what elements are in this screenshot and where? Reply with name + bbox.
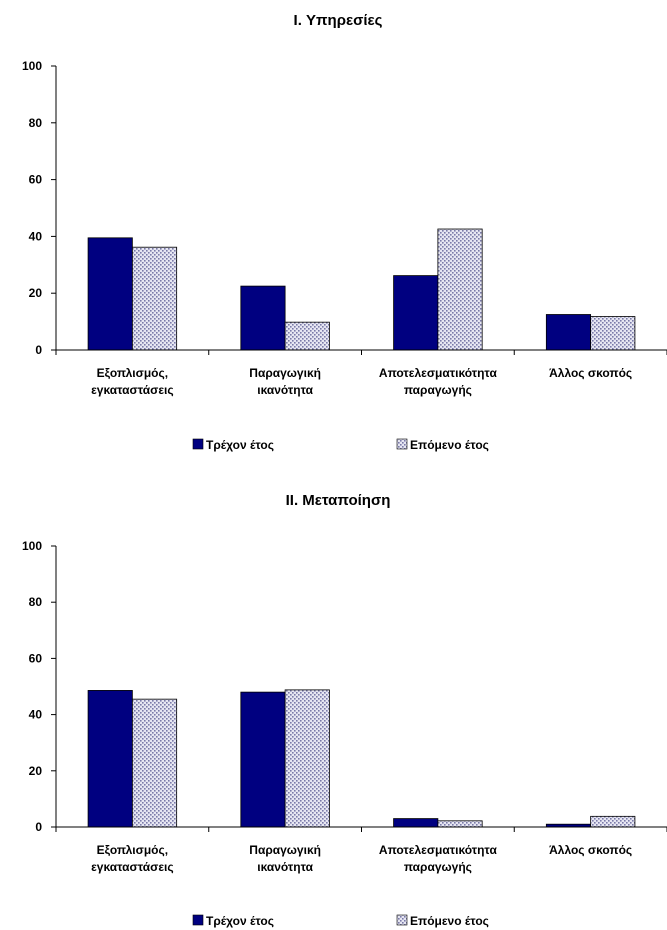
bar-next-year — [131, 246, 178, 351]
y-tick-label: 0 — [35, 343, 42, 357]
x-category-label: Παραγωγική ικανότητα — [249, 366, 321, 397]
x-category-label: Άλλος σκοπός — [549, 366, 632, 380]
x-category-label: Παραγωγική ικανότητα — [249, 843, 321, 874]
bar-next-year — [284, 689, 330, 828]
chart-services: I. Υπηρεσίες 0 20 40 60 80 100 Εξοπλισμός, εγκα… — [22, 12, 667, 452]
legend-label-next: Επόμενο έτος — [410, 438, 489, 452]
chart-title: I. Υπηρεσίες — [294, 12, 383, 29]
x-category-label: Άλλος σκοπός — [549, 843, 632, 857]
legend: Τρέχον έτος Επόμενο έτος — [192, 914, 489, 928]
chart-manufacturing: II. Μεταποίηση 0 20 40 60 80 100 Εξοπλισμός, εγ… — [22, 492, 667, 928]
chart-title: II. Μεταποίηση — [286, 492, 391, 509]
x-category-label: Αποτελεσματικότητα παραγωγής — [379, 843, 498, 874]
x-category-label: Εξοπλισμός, εγκαταστάσεις — [91, 366, 174, 397]
bar-current-year — [240, 691, 286, 828]
y-tick-label: 80 — [29, 595, 43, 609]
y-tick-label: 100 — [22, 59, 42, 73]
y-tick-label: 60 — [29, 173, 43, 187]
bar-next-year — [437, 228, 483, 351]
y-tick-label: 60 — [29, 651, 43, 665]
bar-next-year — [131, 698, 178, 828]
plot-area: 0 20 40 60 80 100 Εξοπλισμός, εγκαταστάσεις Παρα… — [22, 539, 667, 874]
y-tick-label: 40 — [29, 229, 43, 243]
y-tick-label: 20 — [29, 286, 43, 300]
bar-next-year — [284, 321, 330, 351]
y-tick-label: 80 — [29, 116, 43, 130]
bar-current-year — [393, 275, 439, 351]
x-category-label: Εξοπλισμός, εγκαταστάσεις — [91, 843, 174, 874]
bar-current-year — [240, 285, 286, 351]
legend: Τρέχον έτος Επόμενο έτος — [192, 438, 489, 452]
bar-next-year — [590, 316, 636, 351]
y-tick-label: 20 — [29, 764, 43, 778]
bar-next-year — [437, 820, 483, 828]
legend-swatch-next — [396, 914, 408, 926]
y-tick-label: 40 — [29, 708, 43, 722]
plot-area: 0 20 40 60 80 100 Εξοπλισμός, εγκαταστάσεις Παρα… — [22, 59, 667, 397]
y-tick-label: 100 — [22, 539, 42, 553]
x-category-label: Αποτελεσματικότητα παραγωγής — [379, 366, 498, 397]
legend-label-current: Τρέχον έτος — [206, 438, 274, 452]
bar-current-year — [393, 818, 439, 828]
legend-swatch-next — [396, 438, 408, 450]
legend-label-next: Επόμενο έτος — [410, 914, 489, 928]
legend-swatch-current — [192, 914, 204, 926]
bar-current-year — [87, 237, 133, 351]
bar-current-year — [87, 690, 133, 828]
bar-next-year — [590, 815, 636, 828]
bar-current-year — [545, 314, 592, 351]
legend-label-current: Τρέχον έτος — [206, 914, 274, 928]
legend-swatch-current — [192, 438, 204, 450]
y-tick-label: 0 — [35, 820, 42, 834]
